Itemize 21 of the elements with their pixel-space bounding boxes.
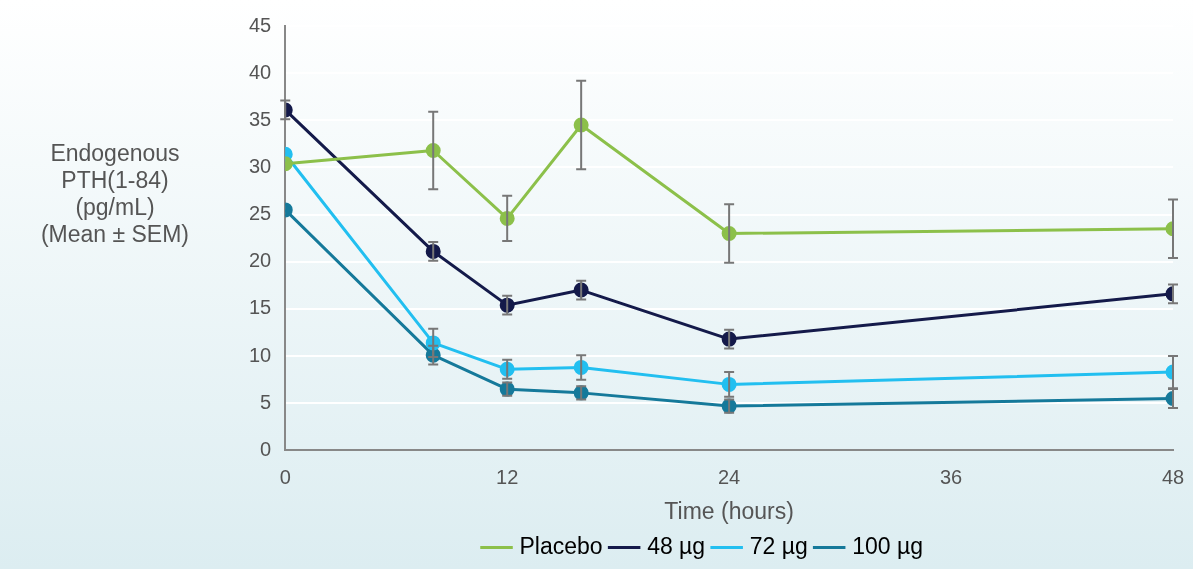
y-tick-label: 5	[260, 390, 272, 413]
y-tick-label: 30	[249, 154, 272, 177]
y-axis-title: Endogenous PTH(1-84) (pg/mL) (Mean ± SEM)	[39, 140, 191, 248]
x-tick-label: 24	[718, 465, 741, 488]
legend-label: 48 µg	[647, 532, 706, 559]
legend-label: 72 µg	[749, 532, 808, 559]
y-tick-label: 10	[249, 343, 272, 366]
y-tick-label: 45	[249, 13, 272, 36]
y-tick-label: 20	[249, 249, 272, 272]
y-tick-label: 25	[249, 202, 272, 225]
y-tick-label: 40	[249, 60, 272, 83]
y-tick-label: 15	[249, 296, 272, 319]
legend-label: Placebo	[519, 532, 603, 559]
legend-label: 100 µg	[852, 532, 923, 559]
x-tick-label: 48	[1161, 465, 1185, 488]
x-tick-label: 0	[279, 465, 291, 488]
x-axis-title: Time (hours)	[664, 497, 794, 524]
y-tick-label: 0	[260, 437, 272, 460]
x-tick-label: 36	[939, 465, 963, 488]
x-tick-label: 12	[496, 465, 519, 488]
y-tick-label: 35	[249, 107, 272, 130]
